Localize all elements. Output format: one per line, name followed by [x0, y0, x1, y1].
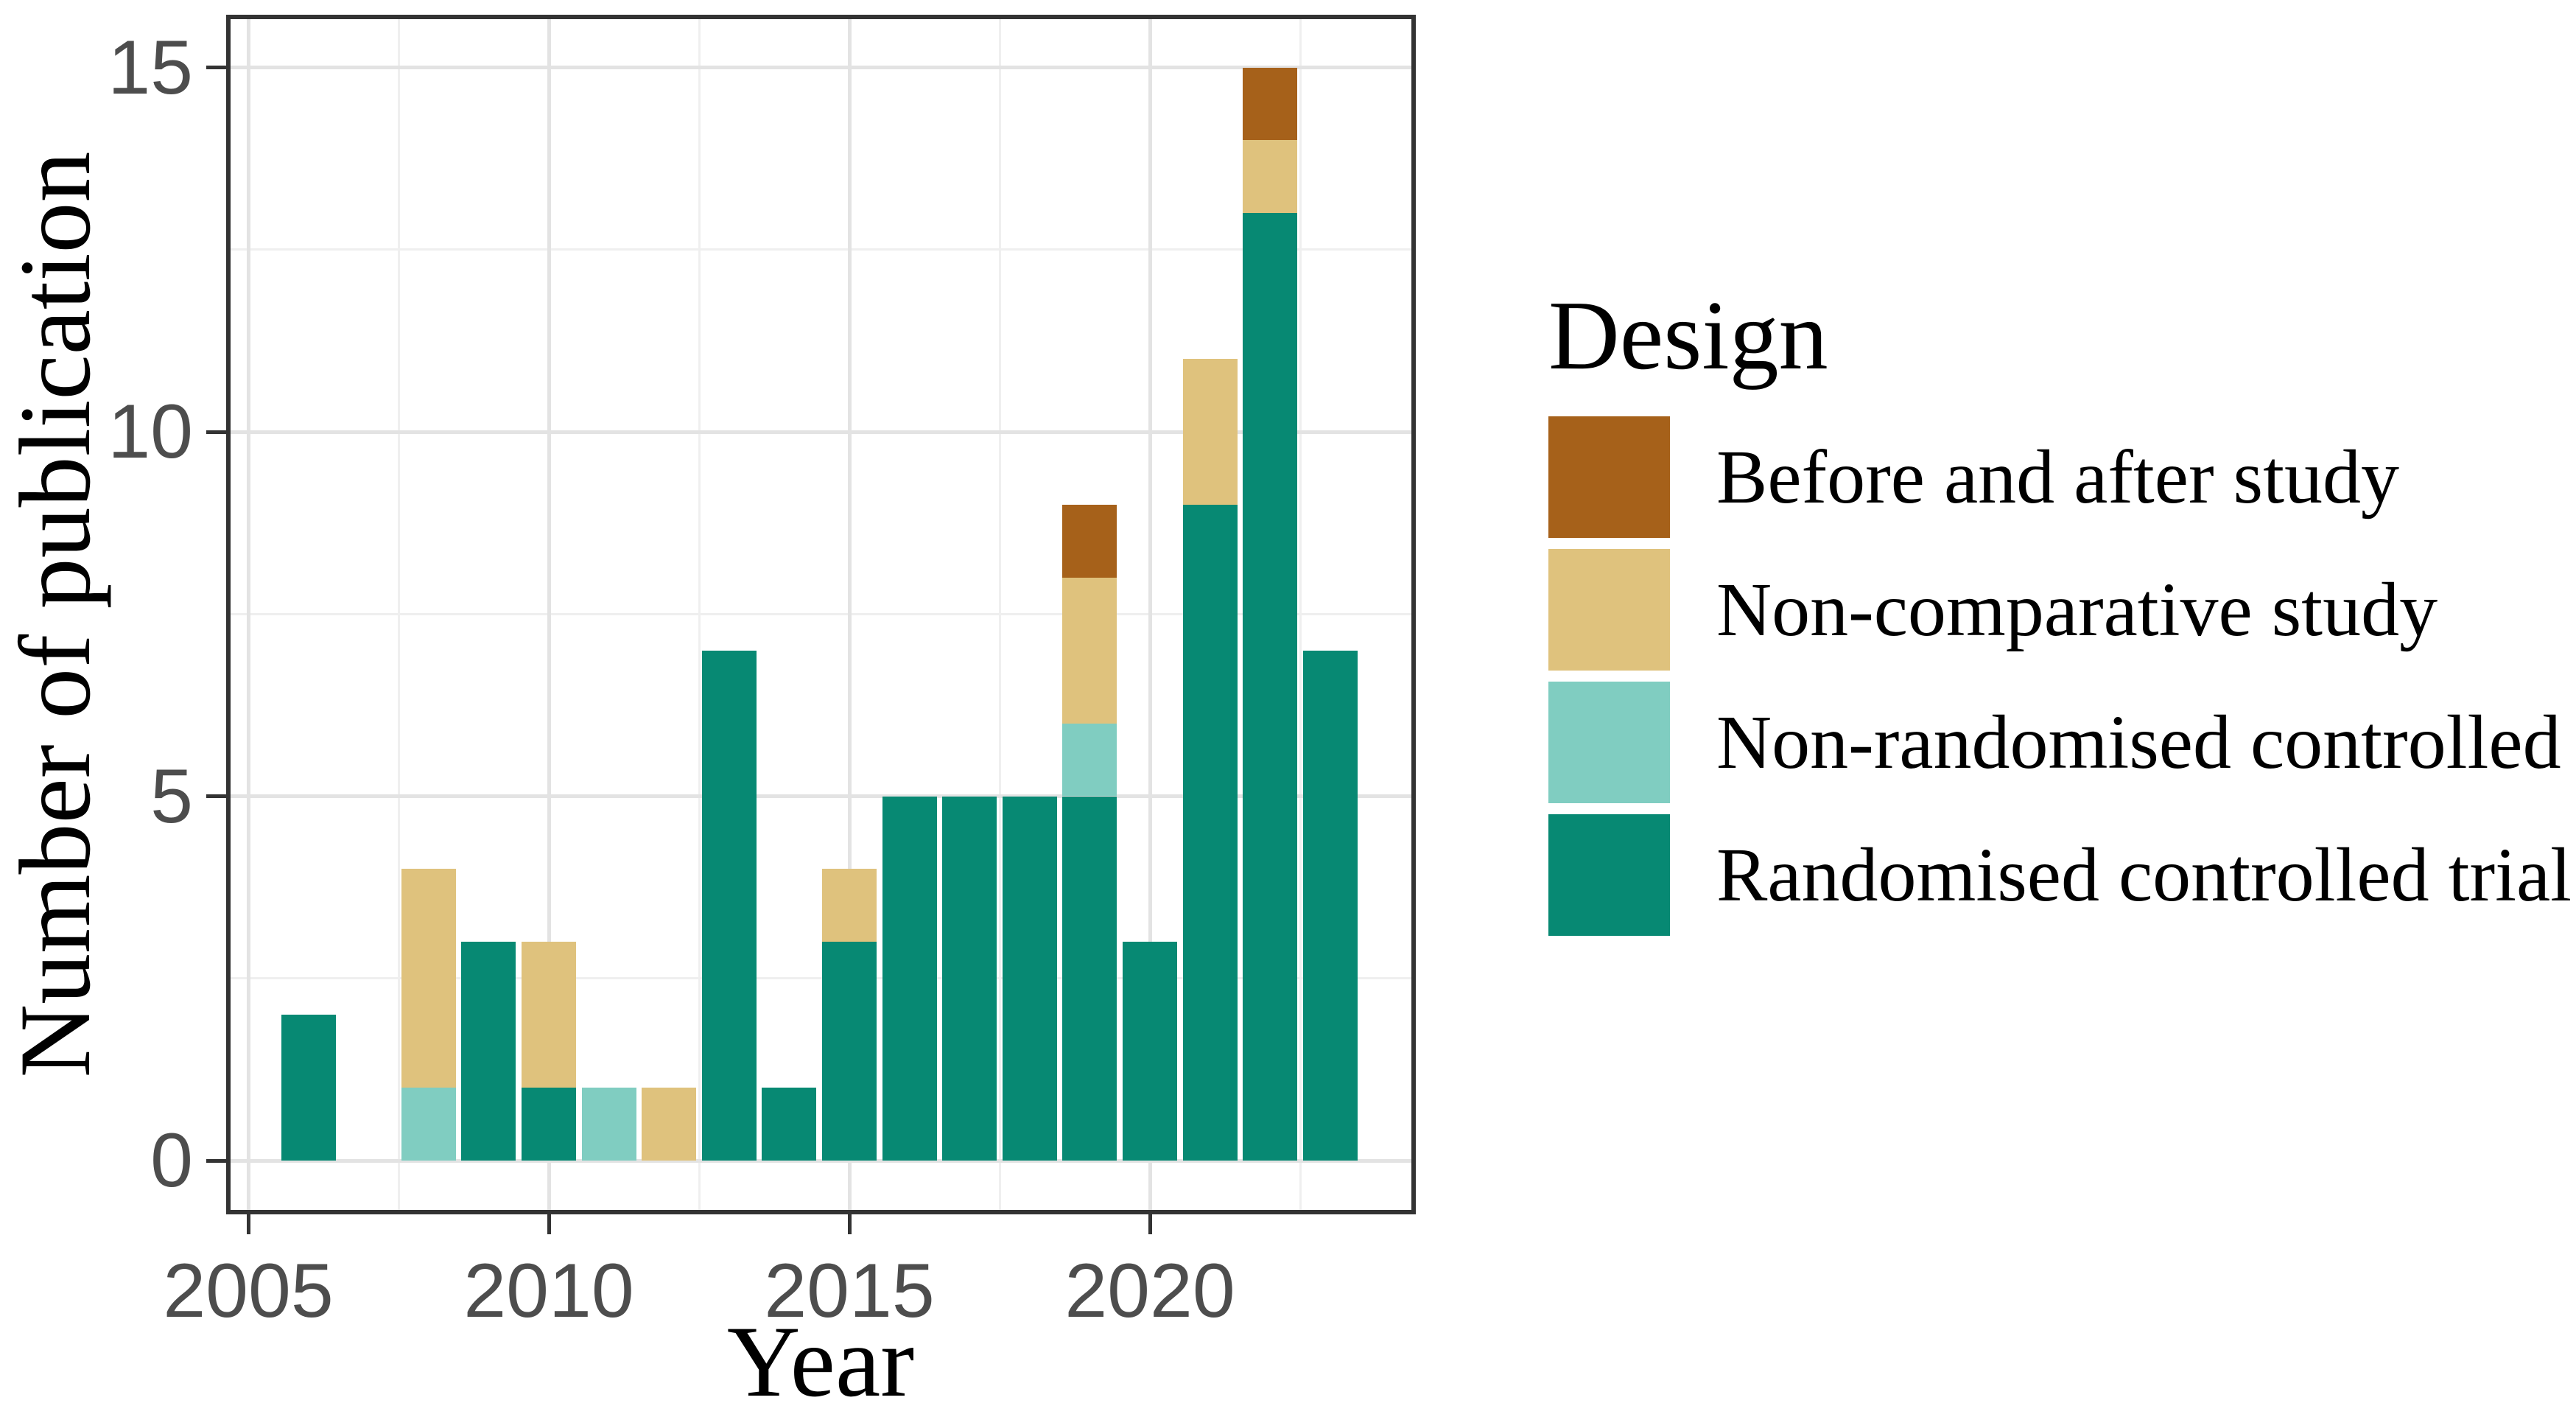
x-tick-mark [847, 1214, 852, 1234]
bar-segment-2010 [522, 1088, 576, 1161]
y-tick-mark [206, 66, 226, 69]
legend-label: Randomised controlled trial [1716, 833, 2572, 917]
legend-label: Before and after study [1716, 435, 2399, 519]
y-gridline-minor [226, 248, 1416, 251]
bar-segment-2008 [401, 1088, 456, 1161]
bar-segment-2009 [461, 942, 516, 1161]
x-tick-mark [547, 1214, 551, 1234]
bar-segment-2021 [1182, 504, 1238, 1161]
bar-segment-2020 [1123, 942, 1177, 1161]
bar-segment-2019 [1062, 504, 1117, 578]
bar-segment-2022 [1243, 67, 1298, 141]
legend-key-swatch [1548, 549, 1670, 671]
y-gridline-major [226, 1158, 1416, 1163]
legend-label: Non-comparative study [1716, 567, 2438, 652]
bar-segment-2017 [942, 796, 997, 1161]
bar-segment-2023 [1302, 650, 1358, 1161]
legend-key-swatch [1548, 416, 1670, 538]
x-tick-mark [246, 1214, 250, 1234]
y-tick-mark [206, 794, 226, 798]
legend-key-swatch [1548, 814, 1670, 936]
x-gridline-major [246, 15, 250, 1214]
bar-segment-2010 [522, 942, 576, 1088]
x-gridline-minor [698, 15, 701, 1214]
x-tick-label: 2020 [1064, 1248, 1235, 1334]
y-gridline-major [226, 66, 1416, 69]
bar-segment-2018 [1002, 796, 1057, 1161]
bar-segment-2015 [822, 869, 877, 942]
y-gridline-minor [226, 612, 1416, 615]
legend-label: Non-randomised controlled trial [1716, 700, 2576, 785]
bar-segment-2008 [401, 869, 456, 1088]
bar-segment-2016 [882, 796, 937, 1161]
y-tick-label: 15 [108, 24, 193, 111]
x-gridline-major [547, 15, 551, 1214]
x-tick-label: 2005 [163, 1248, 334, 1334]
bar-segment-2021 [1182, 359, 1238, 505]
x-gridline-minor [998, 15, 1001, 1214]
y-axis-title: Number of publication [0, 151, 111, 1078]
legend-title: Design [1548, 281, 1828, 390]
x-axis-title: Year [726, 1305, 915, 1417]
y-gridline-major [226, 794, 1416, 798]
bar-segment-2019 [1062, 577, 1117, 724]
bar-segment-2011 [581, 1088, 636, 1161]
plot-panel [226, 15, 1416, 1214]
bar-segment-2015 [822, 942, 877, 1161]
y-gridline-minor [226, 977, 1416, 980]
y-tick-label: 0 [150, 1118, 193, 1203]
x-tick-label: 2015 [764, 1248, 935, 1334]
bar-segment-2006 [281, 1015, 336, 1161]
x-gridline-major [847, 15, 852, 1214]
x-gridline-minor [397, 15, 400, 1214]
bar-segment-2022 [1243, 213, 1298, 1161]
y-gridline-major [226, 430, 1416, 434]
y-tick-label: 10 [108, 389, 193, 475]
bar-segment-2014 [762, 1088, 817, 1161]
x-gridline-minor [1299, 15, 1302, 1214]
bar-segment-2019 [1062, 796, 1117, 1161]
x-tick-mark [1148, 1214, 1152, 1234]
bar-segment-2013 [701, 650, 757, 1161]
x-gridline-major [1148, 15, 1152, 1214]
y-tick-mark [206, 1158, 226, 1163]
bar-segment-2012 [642, 1088, 697, 1161]
y-tick-mark [206, 430, 226, 434]
y-tick-label: 5 [150, 753, 193, 839]
legend-key-swatch [1548, 682, 1670, 803]
x-tick-label: 2010 [463, 1248, 634, 1334]
bar-segment-2022 [1243, 140, 1298, 214]
bar-segment-2019 [1062, 723, 1117, 797]
